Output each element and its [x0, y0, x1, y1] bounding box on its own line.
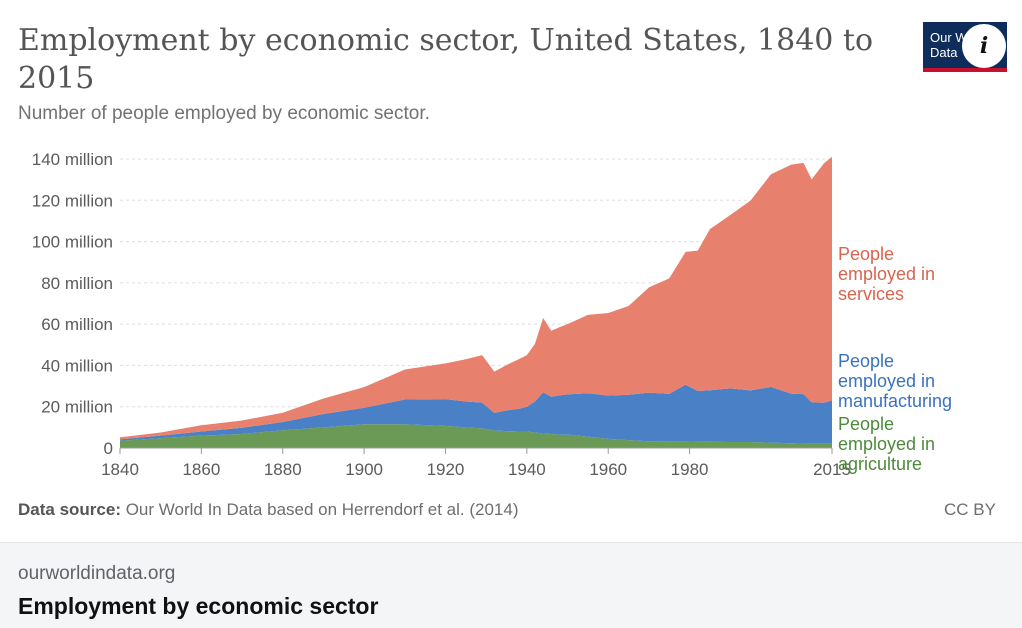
x-tick-label: 1900: [345, 460, 383, 479]
label-agriculture-line: employed in: [838, 434, 935, 454]
link-title: Employment by economic sector: [18, 593, 379, 619]
label-agriculture-line: agriculture: [838, 454, 922, 474]
chart-subtitle: Number of people employed by economic se…: [18, 103, 430, 124]
chart-card: Employment by economic sector, United St…: [18, 22, 1007, 520]
y-tick-label: 140 million: [32, 150, 113, 169]
y-tick-label: 80 million: [41, 274, 113, 293]
stacked-area-chart: 0 20 million 40 million 60 million 80 millio…: [32, 150, 952, 479]
y-tick-label: 20 million: [41, 398, 113, 417]
label-agriculture-line: People: [838, 414, 894, 434]
area-services: [120, 156, 832, 440]
y-tick-label: 100 million: [32, 233, 113, 252]
label-services-line: employed in: [838, 264, 935, 284]
y-tick-label: 120 million: [32, 191, 113, 210]
y-tick-label: 40 million: [41, 356, 113, 375]
y-tick-label: 0: [104, 439, 113, 458]
y-axis: 0 20 million 40 million 60 million 80 millio…: [32, 150, 113, 458]
label-manufacturing-line: People: [838, 351, 894, 371]
data-source: Data source: Our World In Data based on …: [18, 500, 518, 520]
data-areas: [120, 156, 832, 448]
x-tick-label: 1940: [508, 460, 546, 479]
label-manufacturing-line: employed in: [838, 371, 935, 391]
license-link[interactable]: CC BY: [944, 500, 996, 519]
chart-title: Employment by economic sector, United St…: [18, 23, 874, 96]
x-axis: 1840 1860 1880 1900 1920 1940 1960 1980 2015: [101, 447, 851, 479]
data-source-text: Our World In Data based on Herrendorf et…: [120, 500, 519, 519]
data-source-label: Data source:: [18, 500, 121, 519]
x-tick-label: 1880: [264, 460, 302, 479]
x-tick-label: 1860: [182, 460, 220, 479]
label-services-line: services: [838, 284, 904, 304]
x-tick-label: 1960: [589, 460, 627, 479]
x-tick-label: 2015: [813, 460, 851, 479]
link-preview-footer[interactable]: ourworldindata.org Employment by economi…: [0, 542, 1022, 628]
label-manufacturing-line: manufacturing: [838, 391, 952, 411]
x-tick-label: 1840: [101, 460, 139, 479]
label-services-line: People: [838, 244, 894, 264]
x-tick-label: 1920: [427, 460, 465, 479]
area-agriculture: [120, 424, 832, 448]
site-domain: ourworldindata.org: [18, 563, 176, 584]
info-icon[interactable]: i: [962, 24, 1006, 68]
area-manufacturing: [120, 384, 832, 444]
x-tick-label: 1980: [671, 460, 709, 479]
y-tick-label: 60 million: [41, 315, 113, 334]
